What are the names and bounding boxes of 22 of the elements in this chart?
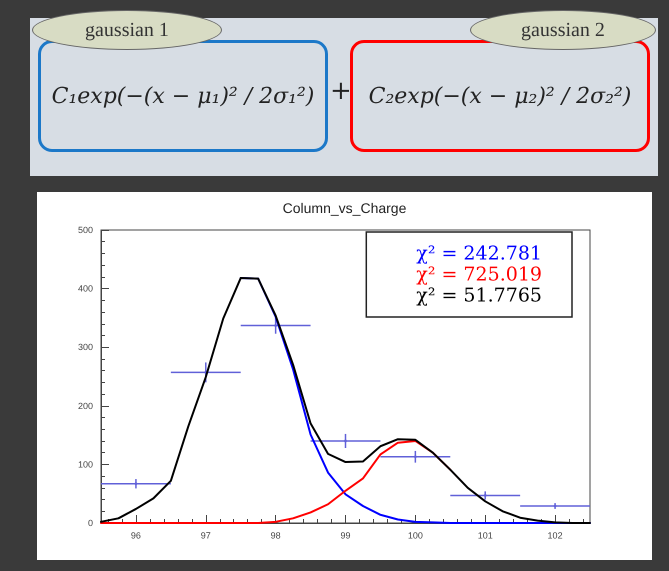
y-tick-label: 200: [78, 400, 93, 411]
x-tick-label: 102: [548, 530, 563, 540]
text: gaussian 1: [32, 10, 222, 50]
x-tick-label: 98: [270, 530, 281, 540]
text: +: [330, 76, 352, 106]
y-tick-label: 500: [78, 225, 93, 235]
text: C₂exp(−(x − μ₂)² / 2σ₂²): [350, 40, 650, 152]
x-tick-label: 100: [408, 530, 423, 540]
x-tick-label: 97: [200, 530, 211, 540]
text: χ² = 51.7765: [416, 284, 542, 306]
x-tick-label: 99: [340, 530, 351, 540]
y-tick-label: 0: [88, 518, 93, 528]
x-tick-label: 101: [478, 530, 493, 540]
text: C₁exp(−(x − μ₁)² / 2σ₁²): [38, 40, 328, 152]
y-tick-label: 300: [78, 342, 93, 352]
chart-title: Column_vs_Charge: [282, 200, 407, 216]
text: χ² = 725.019: [416, 264, 542, 286]
text: gaussian 2: [470, 10, 656, 50]
y-tick-label: 400: [78, 284, 93, 294]
text: χ² = 242.781: [416, 242, 542, 264]
x-tick-label: 96: [130, 530, 141, 540]
y-tick-label: 100: [78, 459, 93, 470]
